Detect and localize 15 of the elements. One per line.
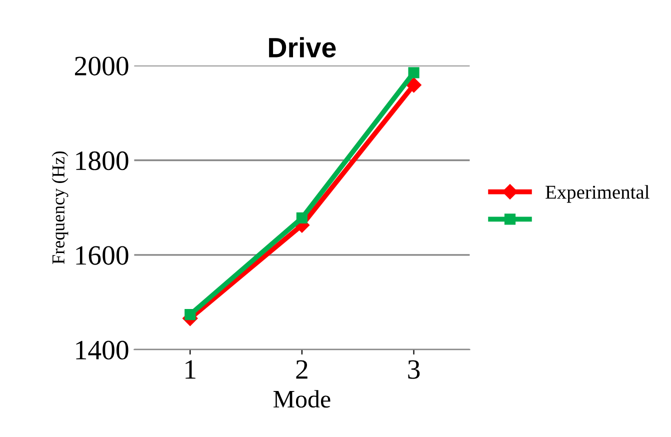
chart-title: Drive	[269, 37, 336, 58]
x-tick-label: 3	[408, 360, 420, 379]
y-tick-label: 1600	[76, 246, 128, 265]
point	[296, 212, 308, 224]
point	[406, 77, 422, 93]
x-axis-title: Mode	[274, 390, 330, 408]
y-tick-label: 1800	[76, 151, 128, 170]
point	[184, 309, 196, 320]
x-tick-label: 1	[186, 360, 196, 379]
y-tick-label: 2000	[75, 56, 128, 76]
y-tick-label: 1400	[76, 340, 128, 360]
y-axis-title: Frequency (Hz)	[52, 151, 68, 264]
point	[408, 67, 420, 78]
legend-label: Experimental	[546, 185, 650, 203]
x-tick-label: 2	[296, 360, 308, 379]
